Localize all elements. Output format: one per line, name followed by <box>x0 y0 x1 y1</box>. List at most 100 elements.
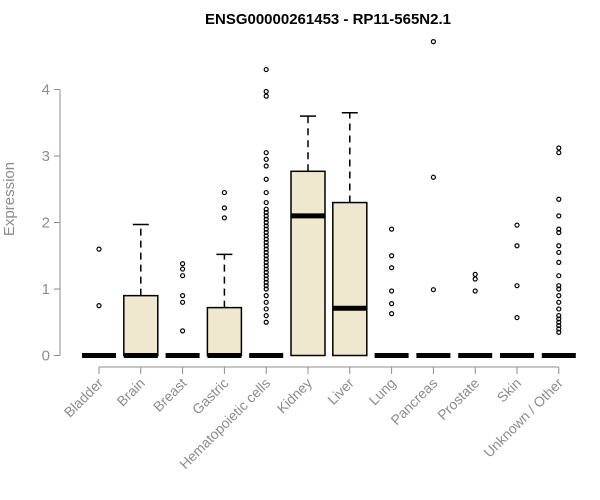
outlier-point <box>263 66 269 73</box>
outlier-point <box>556 196 562 202</box>
outlier-point <box>514 283 520 289</box>
outlier-point <box>263 319 269 325</box>
iqr-box <box>123 294 159 357</box>
outlier-point <box>263 229 269 236</box>
outlier-point <box>263 236 269 242</box>
y-tick-label: 0 <box>42 348 50 365</box>
outlier-point <box>263 239 269 246</box>
outlier-point <box>180 328 186 334</box>
outlier-point <box>389 226 395 232</box>
outlier-point <box>263 273 269 279</box>
outlier-point <box>430 287 436 293</box>
outlier-point <box>96 246 102 252</box>
chart-title: ENSG00000261453 - RP11-565N2.1 <box>205 11 451 28</box>
box-prostate <box>458 271 493 358</box>
y-tick-label: 3 <box>42 148 50 165</box>
x-tick-label-prostate: Prostate <box>434 375 482 423</box>
x-tick-label-liver: Liver <box>324 375 357 408</box>
x-tick-label-unknown-other: Unknown / Other <box>480 375 566 461</box>
outlier-point <box>96 303 102 309</box>
outlier-point <box>556 273 562 279</box>
outlier-point <box>556 313 562 319</box>
outlier-point <box>263 279 269 285</box>
outlier-point <box>556 299 562 305</box>
outlier-point <box>180 273 186 279</box>
x-tick-label-brain: Brain <box>113 375 147 409</box>
box-bladder <box>82 246 116 358</box>
outlier-point <box>180 293 186 299</box>
outlier-point <box>263 206 269 212</box>
y-axis: 0 1 2 3 4 <box>42 82 61 365</box>
outlier-point <box>556 283 562 289</box>
outlier-point <box>263 156 269 162</box>
outlier-point <box>263 233 269 239</box>
outlier-point <box>263 189 269 196</box>
outlier-point <box>180 261 186 267</box>
outlier-point <box>263 299 269 305</box>
iqr-box <box>206 306 243 357</box>
outlier-point <box>514 314 520 321</box>
outlier-point <box>263 286 269 292</box>
box-gastric <box>206 189 243 358</box>
outlier-point <box>263 216 269 222</box>
y-tick-label: 1 <box>42 281 50 298</box>
outlier-point <box>263 93 269 99</box>
box-kidney <box>290 115 326 357</box>
outlier-point <box>556 319 562 325</box>
box-brain <box>123 223 159 358</box>
outlier-point <box>389 265 395 271</box>
outlier-point <box>263 163 269 169</box>
box-hematopoietic-cells <box>249 66 284 358</box>
outlier-point <box>514 243 520 249</box>
box-breast <box>165 261 200 358</box>
box-liver <box>332 112 368 357</box>
outlier-point <box>556 213 562 219</box>
box-unknown-other <box>541 145 576 358</box>
y-tick-label: 4 <box>42 82 50 99</box>
box-pancreas <box>416 39 451 358</box>
outlier-point <box>263 263 269 269</box>
outlier-point <box>180 299 186 305</box>
iqr-box <box>290 170 326 357</box>
outlier-point <box>263 226 269 232</box>
outlier-point <box>263 209 269 216</box>
outlier-point <box>263 243 269 249</box>
y-tick-label: 2 <box>42 215 50 232</box>
outlier-point <box>263 266 269 272</box>
outlier-point <box>556 329 562 335</box>
outlier-point <box>389 311 395 317</box>
outlier-point <box>263 253 269 259</box>
outlier-point <box>263 88 269 95</box>
box-lung <box>374 226 409 358</box>
x-tick-label-lung: Lung <box>365 375 398 408</box>
outlier-point <box>221 189 227 196</box>
outlier-point <box>556 293 562 299</box>
outlier-point <box>556 316 562 322</box>
outlier-point <box>263 150 269 156</box>
outlier-point <box>263 223 269 229</box>
x-tick-label-skin: Skin <box>494 375 525 406</box>
outlier-point <box>389 253 395 259</box>
x-tick-label-bladder: Bladder <box>61 375 107 421</box>
outlier-point <box>221 215 227 221</box>
outlier-point <box>556 326 562 332</box>
outlier-point <box>263 293 269 299</box>
iqr-box <box>332 201 368 357</box>
outlier-point <box>556 226 562 232</box>
outlier-point <box>472 288 478 294</box>
x-tick-label-kidney: Kidney <box>274 375 316 417</box>
outlier-point <box>430 39 436 45</box>
outlier-point <box>263 213 269 219</box>
outlier-point <box>556 229 562 236</box>
outlier-point <box>263 246 269 252</box>
outlier-point <box>472 276 478 282</box>
outlier-point <box>263 176 269 182</box>
outlier-point <box>263 283 269 289</box>
outlier-point <box>556 286 562 292</box>
outlier-point <box>263 219 269 226</box>
outlier-point <box>263 199 269 206</box>
outlier-point <box>221 205 227 211</box>
outlier-point <box>472 271 478 277</box>
